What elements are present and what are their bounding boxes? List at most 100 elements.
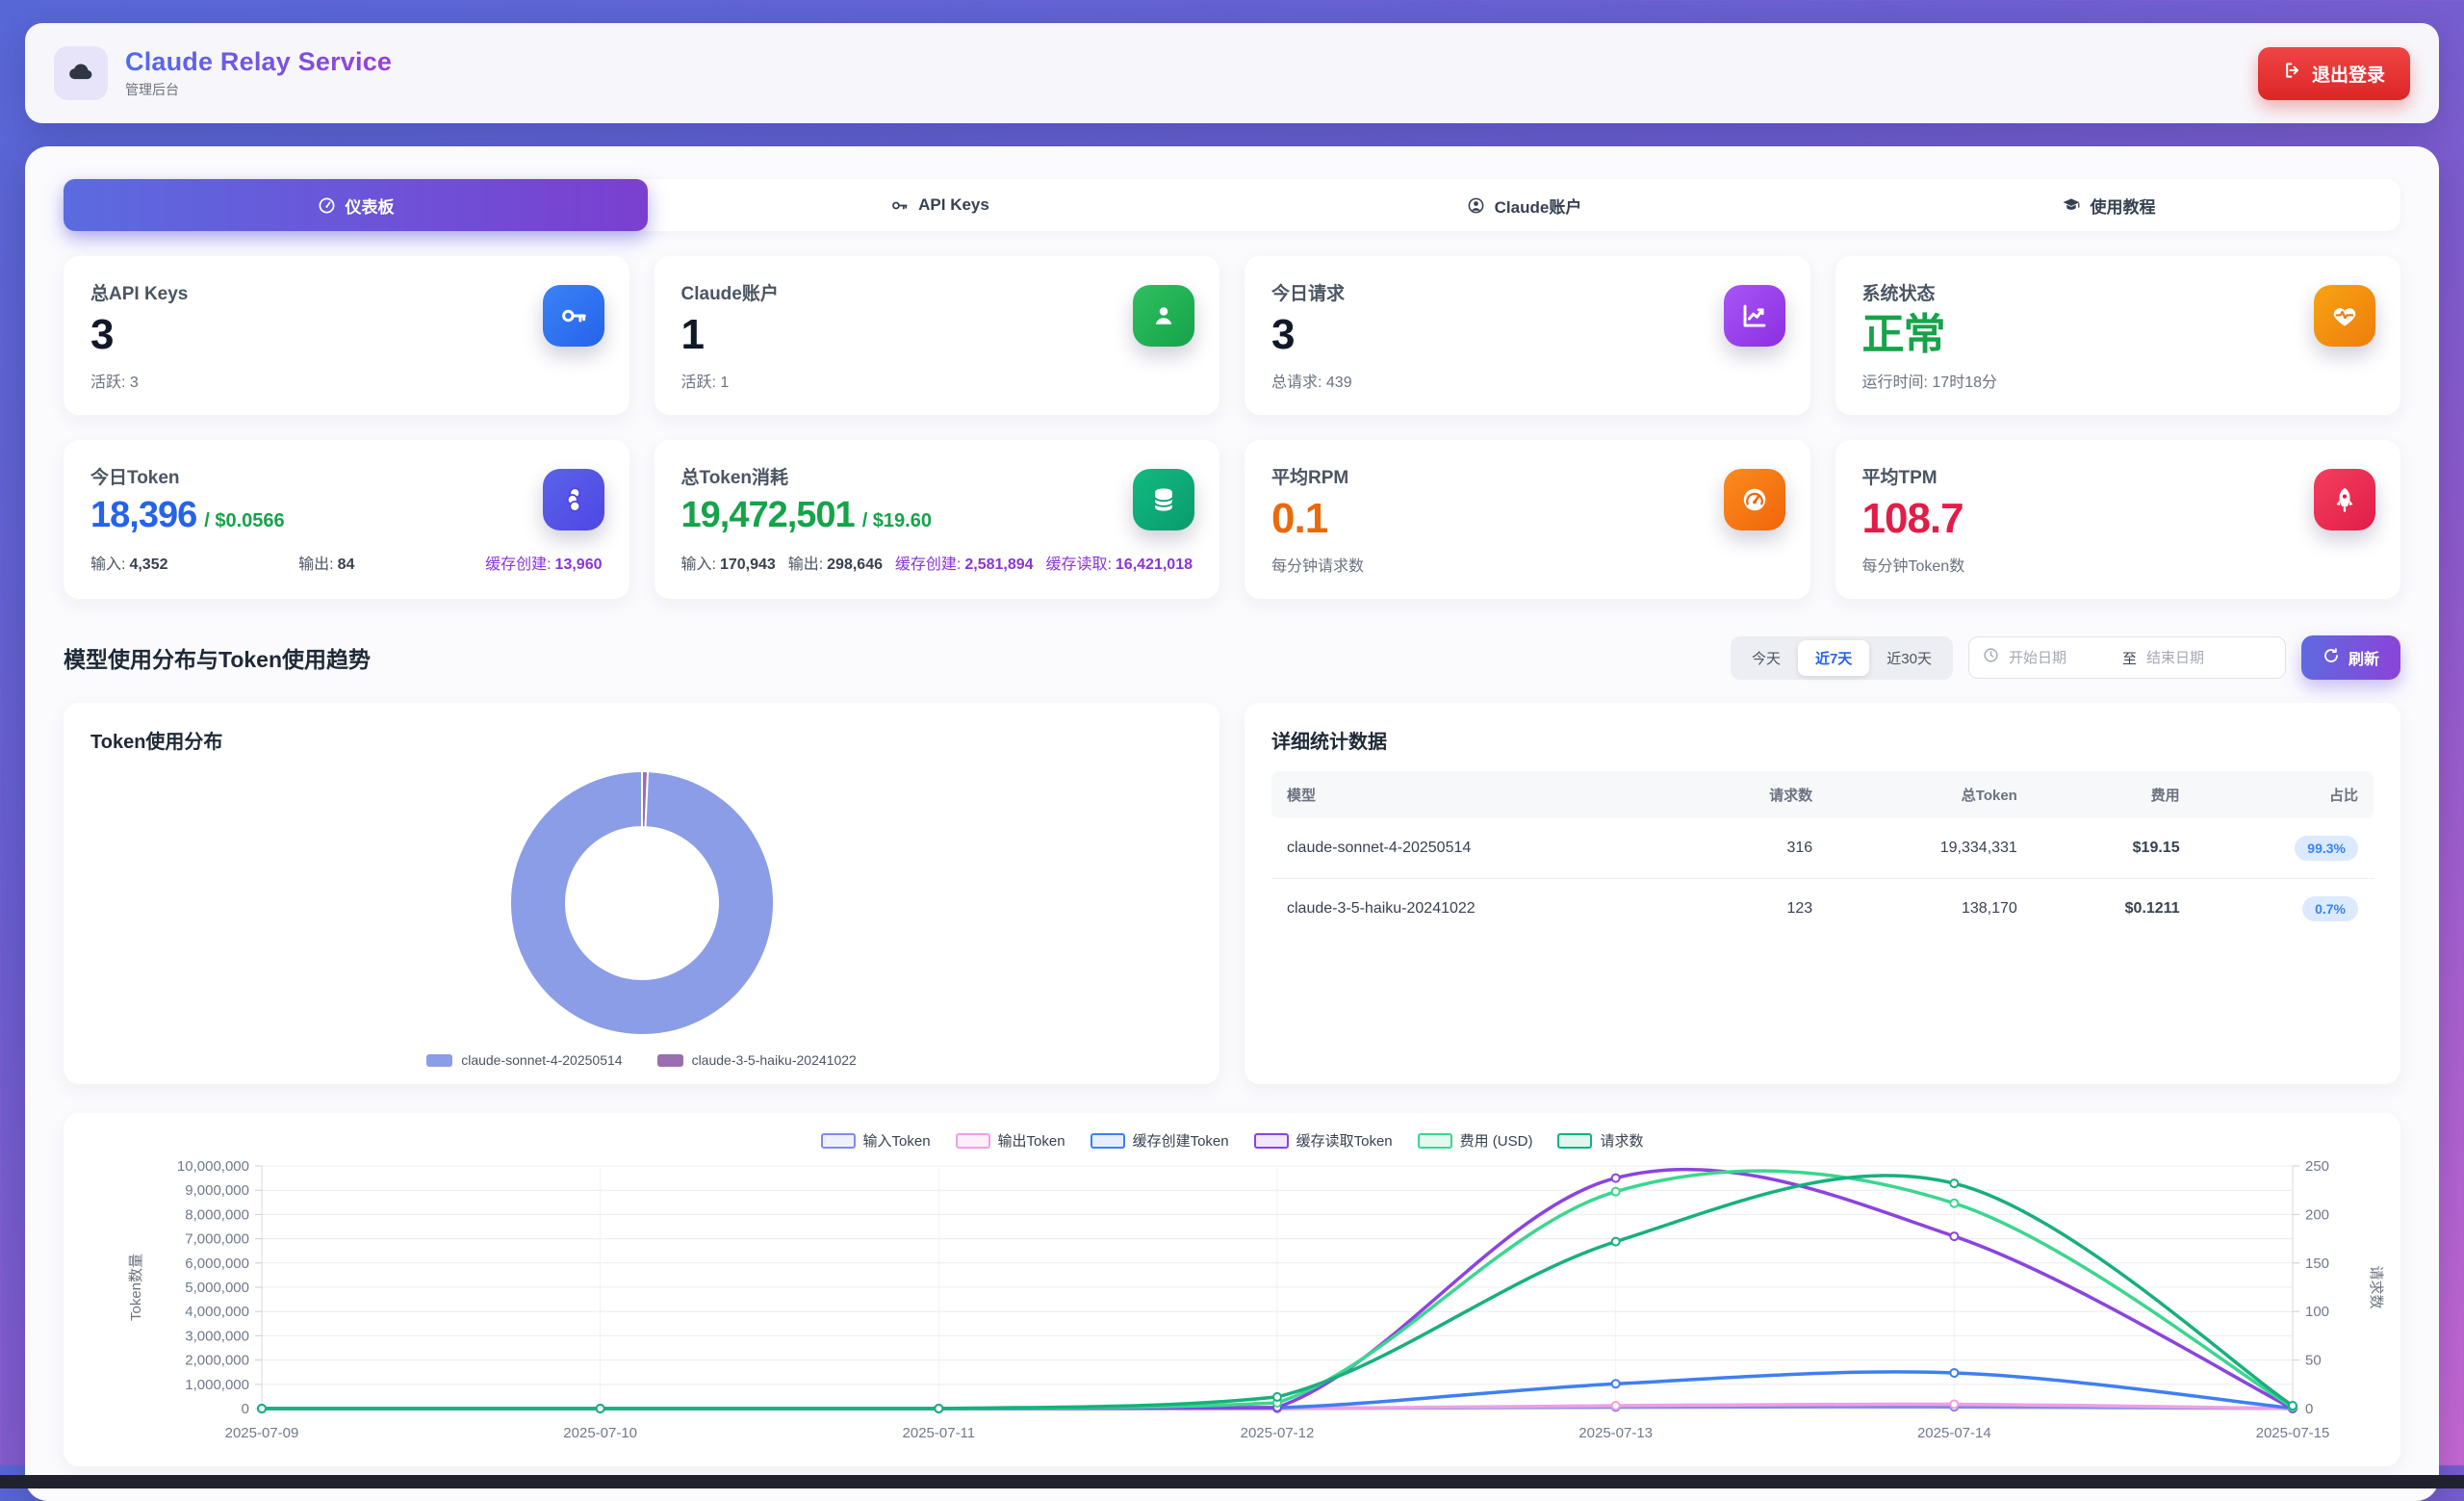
legend-item[interactable]: 缓存创建Token — [1090, 1130, 1229, 1151]
svg-text:250: 250 — [2305, 1158, 2329, 1175]
app-header: Claude Relay Service 管理后台 退出登录 — [25, 23, 2439, 123]
donut-wrap — [90, 767, 1193, 1039]
tab-dashboard[interactable]: 仪表板 — [64, 179, 648, 231]
gauge-icon — [318, 196, 336, 215]
stat-value: 19,472,501/ $19.60 — [681, 496, 1194, 535]
start-date-input[interactable] — [2008, 649, 2113, 666]
svg-text:Token数量: Token数量 — [128, 1254, 144, 1321]
brand-text: Claude Relay Service 管理后台 — [125, 47, 392, 99]
legend-swatch — [1557, 1132, 1593, 1149]
rocket-icon — [2314, 469, 2375, 531]
stat-title: 系统状态 — [1861, 284, 1936, 304]
stat-card-api-keys: 总API Keys 3 活跃: 3 — [64, 256, 629, 416]
stat-subtitle: 每分钟Token数 — [1861, 558, 1965, 576]
legend-item[interactable]: 请求数 — [1557, 1130, 1643, 1151]
token-cost: / $19.60 — [861, 510, 932, 532]
svg-text:2025-07-14: 2025-07-14 — [1917, 1425, 1991, 1441]
stat-card-avg-rpm: 平均RPM 0.1 每分钟请求数 — [1245, 440, 1810, 600]
table-header: 总Token — [1828, 771, 2033, 819]
legend-item[interactable]: claude-3-5-haiku-20241022 — [656, 1052, 857, 1069]
stat-value: 3 — [1271, 311, 1295, 358]
sign-out-icon — [2283, 61, 2302, 86]
stat-title: 平均RPM — [1271, 468, 1349, 489]
coins-icon — [542, 469, 604, 531]
range-7days-button[interactable]: 近7天 — [1797, 639, 1870, 676]
legend-item[interactable]: 输出Token — [955, 1130, 1065, 1151]
svg-text:3,000,000: 3,000,000 — [185, 1329, 249, 1345]
stat-subtitle: 每分钟请求数 — [1271, 558, 1365, 576]
tab-tutorial[interactable]: 使用教程 — [1816, 179, 2400, 231]
tab-api-keys[interactable]: API Keys — [648, 179, 1232, 231]
svg-text:请求数: 请求数 — [2368, 1266, 2384, 1309]
main-panel: 仪表板 API Keys Claude账户 使用教程 总API Keys 3 活… — [25, 146, 2439, 1501]
logout-button[interactable]: 退出登录 — [2257, 46, 2410, 100]
stat-value: 3 — [90, 311, 114, 358]
stat-card-claude-accounts: Claude账户 1 活跃: 1 — [654, 256, 1219, 416]
stat-title: 总API Keys — [90, 284, 189, 304]
brand: Claude Relay Service 管理后台 — [54, 46, 392, 100]
date-range-picker[interactable]: 至 — [1967, 636, 2286, 680]
stats-table-body: claude-sonnet-4-20250514 316 19,334,331 $19… — [1271, 818, 2374, 939]
percent-badge: 0.7% — [2302, 896, 2358, 922]
tab-label: Claude账户 — [1494, 197, 1582, 217]
legend-label: 缓存读取Token — [1296, 1133, 1393, 1151]
stats-table: 模型 请求数 总Token 费用 占比 claude-sonnet-4-20250514… — [1271, 771, 2374, 939]
end-date-input[interactable] — [2146, 649, 2250, 666]
legend-item[interactable]: claude-sonnet-4-20250514 — [426, 1052, 623, 1068]
svg-text:2025-07-11: 2025-07-11 — [903, 1425, 976, 1441]
breakdown-item: 输入: 4,352 — [90, 556, 168, 574]
tab-claude-accounts[interactable]: Claude账户 — [1232, 179, 1816, 231]
trend-legend: 输入Token 输出Token 缓存创建Token 缓存读取Token 费用 (USD)… — [87, 1130, 2377, 1151]
stat-title: 今日请求 — [1271, 284, 1346, 304]
svg-text:1,000,000: 1,000,000 — [185, 1377, 249, 1393]
legend-label: 输出Token — [997, 1133, 1065, 1151]
svg-text:2025-07-09: 2025-07-09 — [225, 1425, 299, 1441]
cell-requests: 316 — [1687, 818, 1829, 880]
breakdown-item: 输入: 170,943 — [680, 556, 776, 574]
refresh-button[interactable]: 刷新 — [2300, 635, 2400, 681]
legend-item[interactable]: 输入Token — [820, 1130, 931, 1151]
tab-label: 使用教程 — [2090, 197, 2156, 217]
svg-text:10,000,000: 10,000,000 — [177, 1158, 249, 1175]
table-header: 模型 — [1271, 771, 1688, 819]
cell-total-tokens: 138,170 — [1961, 900, 2017, 918]
donut-slice[interactable] — [508, 770, 775, 1037]
legend-item[interactable]: 缓存读取Token — [1253, 1130, 1393, 1151]
breakdown-item: 缓存创建: 13,960 — [485, 556, 603, 574]
tachometer-icon — [1723, 469, 1785, 531]
stat-value: 0.1 — [1271, 495, 1328, 543]
stat-subtitle: 运行时间: 17时18分 — [1861, 375, 1998, 392]
token-distribution-card: Token使用分布 claude-sonnet-4-20250514 claude… — [64, 703, 1219, 1085]
stat-subtitle: 活跃: 3 — [90, 375, 139, 392]
cell-cost: $0.1211 — [2124, 900, 2180, 918]
database-icon — [1133, 469, 1194, 531]
user-circle-icon — [1467, 196, 1485, 215]
svg-text:100: 100 — [2305, 1305, 2329, 1321]
legend-label: 费用 (USD) — [1459, 1133, 1533, 1151]
cell-requests: 123 — [1786, 900, 1813, 918]
token-count: 18,396 — [90, 495, 197, 536]
legend-swatch — [1417, 1132, 1452, 1149]
token-trend-card: 输入Token 输出Token 缓存创建Token 缓存读取Token 费用 (USD)… — [64, 1113, 2400, 1467]
legend-swatch — [1253, 1132, 1289, 1149]
refresh-icon — [2323, 647, 2340, 669]
svg-text:6,000,000: 6,000,000 — [185, 1255, 249, 1272]
table-row: claude-3-5-haiku-20241022 123 138,170 $0.12… — [1271, 879, 2374, 940]
section-header: 模型使用分布与Token使用趋势 今天 近7天 近30天 至 刷新 — [64, 635, 2400, 681]
stat-subtitle: 总请求: 439 — [1271, 375, 1352, 392]
legend-swatch — [426, 1053, 453, 1067]
legend-item[interactable]: 费用 (USD) — [1417, 1130, 1533, 1151]
stats-grid: 总API Keys 3 活跃: 3 Claude账户 1 活跃: 1 今日请求 … — [64, 256, 2400, 600]
cell-total-tokens: 19,334,331 — [1828, 818, 2033, 880]
breakdown-item: 输出: 298,646 — [787, 556, 883, 574]
token-breakdown: 输入: 170,943 输出: 298,646 缓存创建: 2,581,894 缓存读取: 1… — [681, 551, 1194, 574]
legend-label: claude-3-5-haiku-20241022 — [691, 1052, 857, 1069]
stat-card-total-token: 总Token消耗 19,472,501/ $19.60 输入: 170,943 输出… — [654, 440, 1219, 600]
chart-line-icon — [1723, 285, 1785, 347]
range-30days-button[interactable]: 近30天 — [1869, 640, 1949, 676]
graduation-cap-icon — [2062, 195, 2081, 215]
token-distribution-donut — [508, 770, 775, 1037]
stat-value: 18,396 / $0.0566 — [90, 495, 603, 536]
range-today-button[interactable]: 今天 — [1734, 640, 1798, 676]
svg-text:9,000,000: 9,000,000 — [185, 1183, 249, 1200]
